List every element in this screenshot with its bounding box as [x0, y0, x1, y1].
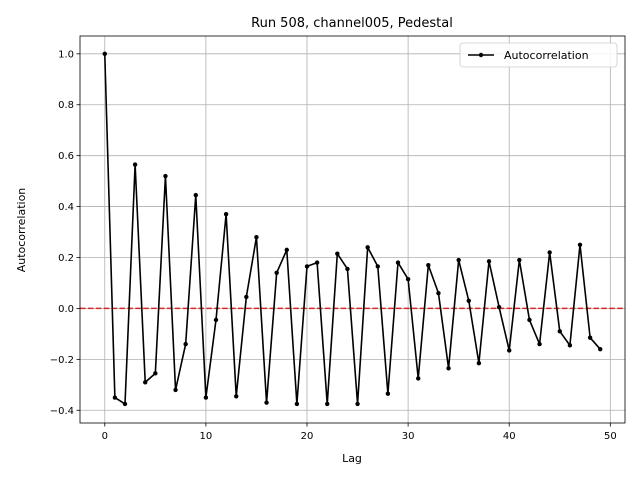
data-point [405, 276, 411, 282]
data-point [436, 290, 441, 296]
y-tick-label: −0.2 [50, 355, 74, 366]
data-point [587, 335, 593, 340]
data-point [517, 257, 522, 263]
chart-title: Run 508, channel005, Pedestal [251, 16, 453, 31]
data-point [203, 395, 209, 400]
data-point [193, 192, 198, 198]
y-tick-label: 0.6 [58, 151, 74, 162]
legend-label: Autocorrelation [504, 49, 589, 62]
data-point [102, 51, 107, 57]
data-point [173, 387, 178, 393]
data-point [547, 250, 552, 255]
y-tick-label: 0.2 [58, 253, 74, 264]
data-point [274, 270, 279, 275]
data-point [325, 401, 330, 407]
data-point [132, 162, 138, 167]
data-point [567, 343, 573, 348]
data-point [122, 401, 128, 407]
x-axis-ticks: 0 10 20 30 40 50 [102, 423, 617, 442]
data-point [264, 400, 269, 405]
data-point [496, 304, 502, 310]
data-point [446, 366, 451, 371]
legend: Autocorrelation [459, 42, 618, 68]
data-point [375, 264, 380, 269]
legend-marker [478, 52, 484, 58]
data-point [183, 341, 188, 347]
data-point [355, 401, 360, 407]
data-point [507, 348, 512, 353]
data-point [537, 341, 542, 347]
y-axis-ticks: −0.4 −0.2 0.0 0.2 0.4 0.6 0.8 1.0 [50, 49, 80, 417]
data-point [365, 245, 370, 250]
data-point [294, 401, 300, 407]
data-point [486, 259, 492, 264]
data-point [335, 251, 340, 256]
y-tick-label: −0.4 [50, 406, 74, 417]
data-point [456, 257, 461, 263]
plot-frame [79, 35, 626, 424]
data-point [244, 294, 249, 300]
data-point [213, 317, 219, 323]
x-tick-label: 30 [402, 431, 415, 442]
data-point [223, 212, 229, 217]
x-tick-label: 20 [301, 431, 314, 442]
x-axis-label: Lag [342, 452, 362, 465]
data-point [314, 260, 320, 265]
data-point [598, 346, 603, 352]
data-point [395, 260, 401, 265]
data-point [234, 394, 239, 399]
data-point [153, 371, 158, 376]
data-point [385, 391, 391, 396]
data-point [304, 264, 310, 269]
y-tick-label: 0.0 [58, 304, 74, 315]
data-point [254, 234, 259, 240]
y-axis-label: Autocorrelation [15, 188, 28, 273]
data-point [163, 173, 168, 179]
data-point [284, 247, 289, 253]
y-tick-label: 0.8 [58, 100, 74, 111]
data-point [143, 380, 148, 385]
data-point [426, 262, 431, 268]
data-point [527, 317, 532, 323]
data-point [466, 298, 471, 303]
legend-box [459, 42, 618, 68]
data-point [476, 360, 482, 366]
autocorrelation-line [103, 53, 601, 405]
x-tick-label: 0 [102, 431, 108, 442]
x-tick-label: 50 [604, 431, 617, 442]
data-point [577, 242, 583, 247]
series-group [102, 51, 603, 407]
y-tick-label: 0.4 [58, 202, 74, 213]
data-point [112, 395, 118, 400]
x-tick-label: 40 [503, 431, 516, 442]
data-point [345, 266, 350, 272]
y-tick-label: 1.0 [58, 49, 74, 60]
data-point [557, 329, 562, 334]
x-tick-label: 10 [200, 431, 213, 442]
data-point [416, 376, 421, 381]
